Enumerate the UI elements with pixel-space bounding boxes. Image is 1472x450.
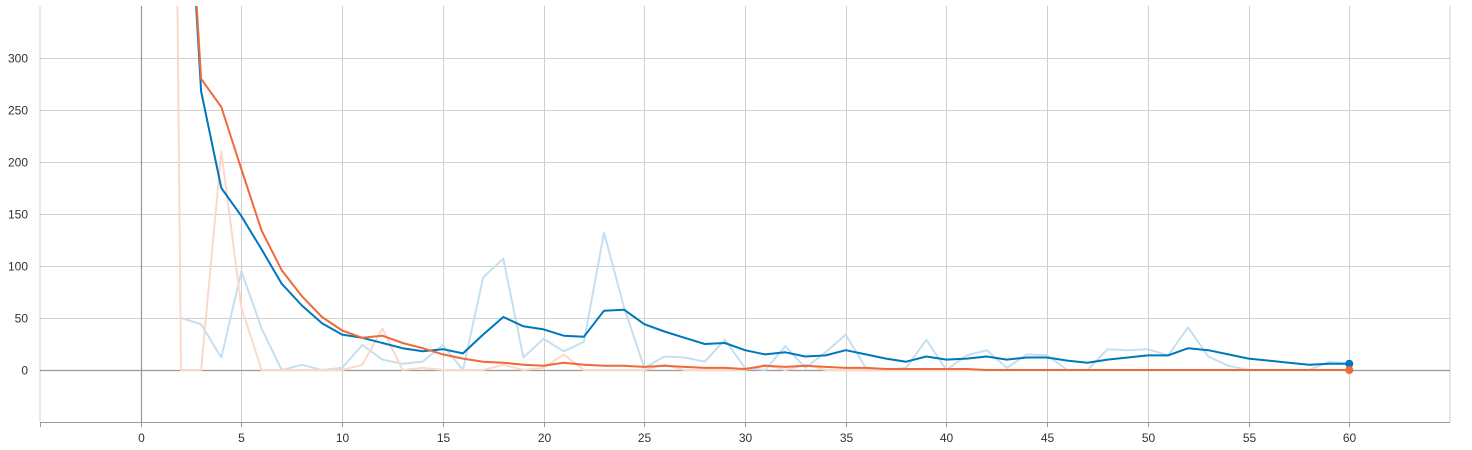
x-tick-label: 5: [238, 431, 245, 445]
y-tick-label: 150: [8, 208, 28, 222]
x-tick-label: 0: [138, 431, 145, 445]
y-tick-label: 300: [8, 52, 28, 66]
series-layer: [176, 6, 1350, 371]
end-markers: [1345, 359, 1354, 374]
x-tick-label: 10: [336, 431, 350, 445]
tick-labels: 0 5 10 15 20 25 30 35 40 45 50 55 60 0 50 100 150 200 250 3…: [8, 52, 1357, 446]
y-tick-label: 250: [8, 104, 28, 118]
x-tick-label: 25: [638, 431, 652, 445]
x-tick-label: 45: [1041, 431, 1055, 445]
x-tick-label: 30: [739, 431, 753, 445]
y-tick-label: 50: [15, 312, 29, 326]
series-2-end-point: [1345, 366, 1354, 374]
series-2-raw-line: [176, 6, 1350, 371]
grid: [39, 6, 1451, 422]
series-1-line: [195, 6, 1350, 366]
y-tick-label: 0: [21, 364, 28, 378]
x-tick-label: 15: [437, 431, 451, 445]
x-tick-label: 55: [1243, 431, 1257, 445]
y-tick-label: 100: [8, 260, 28, 274]
series-1-end-point: [1345, 359, 1354, 368]
x-tick-label: 50: [1142, 431, 1156, 445]
series-2-line: [195, 6, 1350, 371]
y-tick-label: 200: [8, 156, 28, 170]
x-tick-label: 60: [1343, 431, 1357, 445]
x-tick-label: 40: [940, 431, 954, 445]
series-1-raw-line: [180, 231, 1350, 371]
x-tick-label: 35: [840, 431, 854, 445]
x-tick-label: 20: [538, 431, 552, 445]
